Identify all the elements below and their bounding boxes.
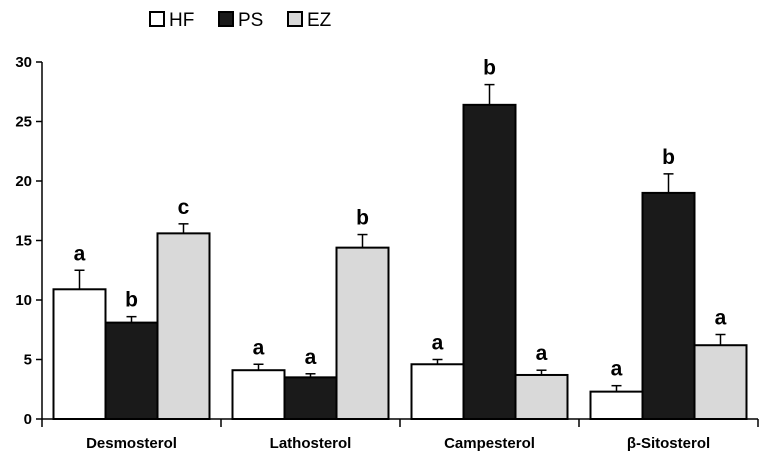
bar [156, 232, 211, 420]
bar [335, 246, 390, 420]
significance-label: a [74, 242, 86, 265]
bar [693, 344, 748, 420]
bar [52, 288, 107, 421]
legend-label: EZ [307, 10, 332, 31]
y-tick-label: 15 [15, 233, 32, 250]
significance-label: a [305, 346, 317, 369]
legend-label: PS [238, 10, 263, 31]
y-tick-label: 10 [15, 292, 32, 309]
bar [641, 191, 696, 420]
bar [283, 376, 338, 421]
bar [231, 369, 286, 420]
bar [589, 390, 644, 421]
significance-label: a [715, 307, 727, 330]
significance-label: c [178, 196, 190, 219]
significance-label: b [483, 57, 496, 80]
legend: HF PS EZ [149, 10, 332, 31]
category-label: Campesterol [444, 435, 535, 452]
y-axis: 0 5 10 15 20 25 30 [15, 54, 43, 428]
legend-label: HF [169, 10, 194, 31]
x-axis: Desmosterol Lathosterol Campesterol β-Sitos… [41, 418, 759, 452]
y-tick-label: 5 [24, 352, 32, 369]
y-tick-label: 0 [24, 411, 32, 428]
y-tick-label: 25 [15, 114, 32, 131]
bar [410, 363, 465, 421]
significance-label: b [662, 146, 675, 169]
significance-label: b [356, 207, 369, 230]
legend-swatch [149, 11, 165, 27]
significance-label: b [125, 289, 138, 312]
legend-swatch [218, 11, 234, 27]
y-tick-label: 30 [15, 54, 32, 71]
bar [104, 321, 159, 420]
significance-label: a [253, 336, 265, 359]
significance-label: a [432, 332, 444, 355]
bar [462, 103, 517, 420]
category-label: Desmosterol [86, 435, 177, 452]
category-label: Lathosterol [270, 435, 352, 452]
bar [514, 373, 569, 420]
legend-swatch [287, 11, 303, 27]
y-tick-label: 20 [15, 173, 32, 190]
significance-label: a [611, 358, 623, 381]
bars: a a a a b a b b c b a a [52, 57, 748, 421]
category-label: β-Sitosterol [627, 435, 710, 452]
significance-label: a [536, 342, 548, 365]
